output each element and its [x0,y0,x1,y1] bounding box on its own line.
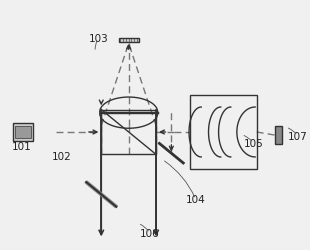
Text: 103: 103 [88,34,108,44]
Polygon shape [158,143,184,164]
Bar [101,110,156,155]
Bar [190,95,257,170]
Text: 102: 102 [52,151,72,161]
Bar [275,126,282,145]
Polygon shape [85,182,117,208]
Text: 104: 104 [186,194,206,204]
Text: 107: 107 [288,131,308,141]
Bar [13,124,33,141]
Bar [15,127,31,138]
Bar [119,39,139,43]
Text: 105: 105 [244,139,264,149]
Text: 101: 101 [12,141,32,151]
Text: 106: 106 [140,228,160,238]
